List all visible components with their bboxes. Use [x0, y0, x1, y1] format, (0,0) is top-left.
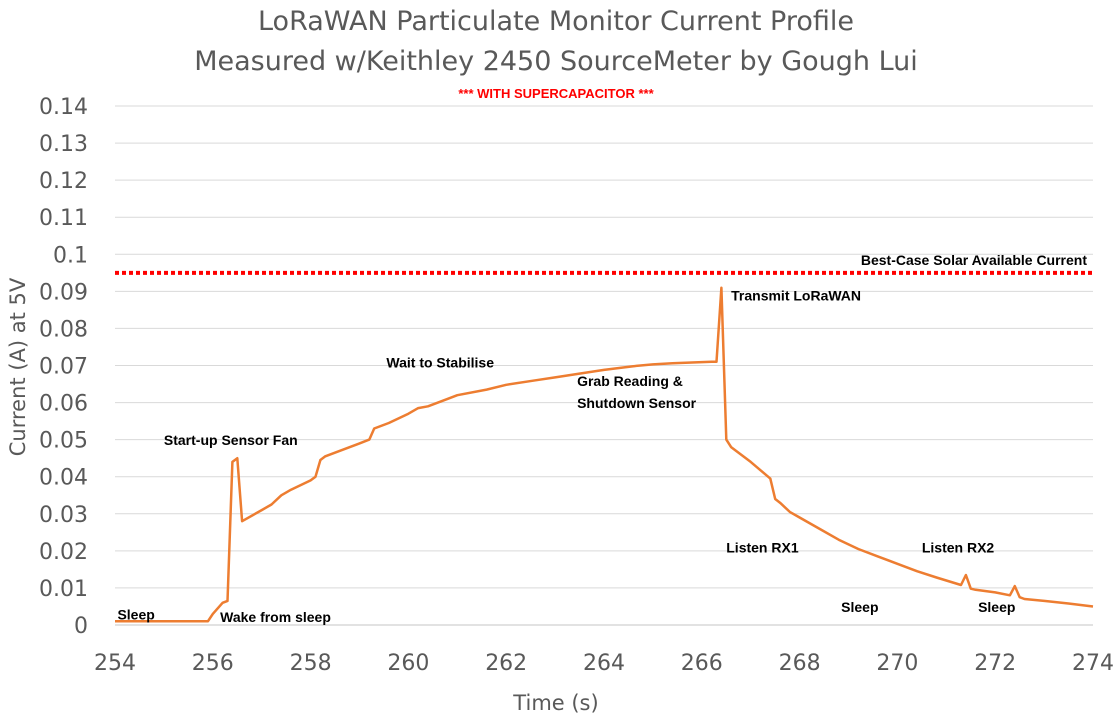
- chart-title: LoRaWAN Particulate Monitor Current Prof…: [258, 6, 854, 37]
- y-tick-label: 0.11: [39, 206, 88, 231]
- y-tick-label: 0.12: [39, 169, 88, 194]
- chart-title-line2: Measured w/Keithley 2450 SourceMeter by …: [194, 46, 918, 77]
- x-tick-label: 266: [681, 651, 723, 676]
- x-tick-label: 270: [876, 651, 918, 676]
- annotation-label: Listen RX1: [726, 540, 799, 556]
- x-tick-label: 256: [192, 651, 234, 676]
- x-axis-ticks: 254 256 258 260 262 264 266 268 270 272 274: [94, 651, 1114, 676]
- y-tick-label: 0.02: [39, 540, 88, 565]
- annotation-label: Sleep: [978, 599, 1015, 615]
- y-tick-label: 0.01: [39, 577, 88, 602]
- y-tick-label: 0.07: [39, 355, 88, 380]
- x-tick-label: 268: [779, 651, 821, 676]
- annotation-label: Wake from sleep: [220, 609, 331, 625]
- y-tick-label: 0.13: [39, 132, 88, 157]
- x-tick-label: 272: [974, 651, 1016, 676]
- annotation-label: Grab Reading &: [577, 373, 683, 389]
- gridlines: [115, 105, 1093, 589]
- x-tick-label: 262: [485, 651, 527, 676]
- y-tick-label: 0.14: [39, 95, 88, 120]
- x-tick-label: 274: [1072, 651, 1114, 676]
- x-tick-label: 264: [583, 651, 625, 676]
- y-axis-ticks: 0 0.01 0.02 0.03 0.04 0.05 0.06 0.07 0.08 0.09 0.1…: [39, 95, 88, 639]
- y-tick-label: 0.04: [39, 466, 88, 491]
- annotation-label: Listen RX2: [922, 540, 995, 556]
- annotation-label: Start-up Sensor Fan: [164, 432, 298, 448]
- x-axis-label: Time (s): [512, 691, 598, 715]
- x-tick-label: 258: [290, 651, 332, 676]
- x-tick-label: 260: [387, 651, 429, 676]
- x-tick-label: 254: [94, 651, 136, 676]
- y-tick-label: 0: [74, 614, 88, 639]
- current-series-line: [115, 286, 1094, 623]
- annotations: Sleep Wake from sleep Start-up Sensor Fan W…: [117, 288, 1015, 625]
- y-tick-label: 0.06: [39, 392, 88, 417]
- y-tick-label: 0.08: [39, 317, 88, 342]
- y-tick-label: 0.1: [53, 243, 88, 268]
- annotation-label: Transmit LoRaWAN: [731, 288, 861, 304]
- annotation-label: Sleep: [841, 599, 878, 615]
- y-tick-label: 0.05: [39, 429, 88, 454]
- annotation-label: Shutdown Sensor: [577, 395, 697, 411]
- annotation-label: Sleep: [117, 606, 154, 622]
- chart-subtitle: *** WITH SUPERCAPACITOR ***: [458, 86, 654, 101]
- y-tick-label: 0.03: [39, 503, 88, 528]
- annotation-label: Wait to Stabilise: [386, 354, 494, 370]
- y-axis-label: Current (A) at 5V: [6, 277, 30, 456]
- solar-current-reference-label: Best-Case Solar Available Current: [861, 252, 1087, 268]
- y-tick-label: 0.09: [39, 280, 88, 305]
